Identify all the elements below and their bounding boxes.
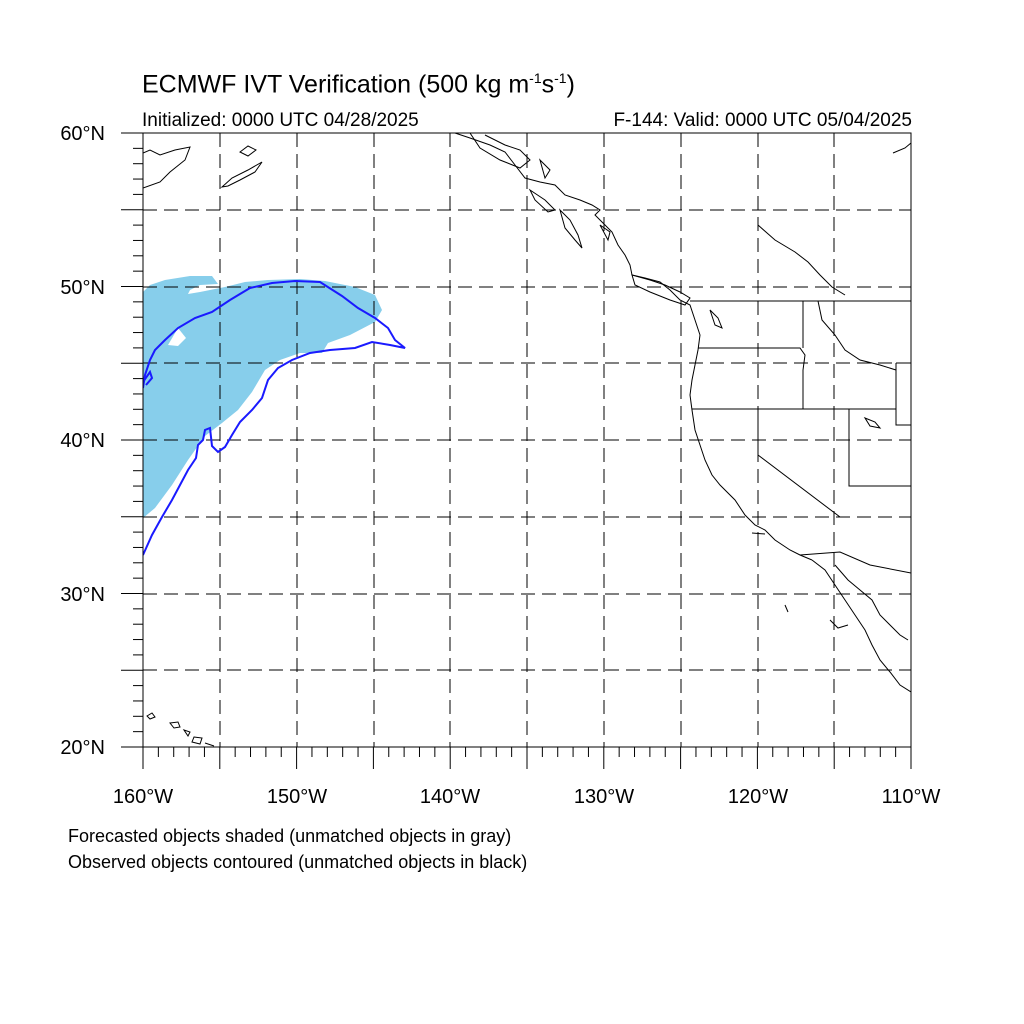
lat-label-20n: 20°N bbox=[60, 737, 105, 759]
initialized-time: Initialized: 0000 UTC 04/28/2025 bbox=[142, 110, 419, 131]
valid-time: F-144: Valid: 0000 UTC 05/04/2025 bbox=[613, 110, 912, 131]
forecast-object bbox=[143, 276, 382, 518]
lat-label-30n: 30°N bbox=[60, 584, 105, 606]
lat-label-50n: 50°N bbox=[60, 277, 105, 299]
axis-ticks bbox=[121, 132, 912, 769]
map-title: ECMWF IVT Verification (500 kg m-1s-1) bbox=[142, 70, 575, 99]
lat-label-40n: 40°N bbox=[60, 430, 105, 452]
observed-object-contour bbox=[143, 279, 406, 556]
lat-label-60n: 60°N bbox=[60, 123, 105, 145]
caption-observed: Observed objects contoured (unmatched ob… bbox=[68, 852, 528, 872]
lon-label-140w: 140°W bbox=[420, 786, 480, 808]
lon-label-130w: 130°W bbox=[574, 786, 634, 808]
lon-label-160w: 160°W bbox=[113, 786, 173, 808]
lon-label-120w: 120°W bbox=[728, 786, 788, 808]
lon-label-110w: 110°W bbox=[882, 786, 941, 808]
coastlines bbox=[143, 133, 911, 747]
caption-forecast: Forecasted objects shaded (unmatched obj… bbox=[68, 826, 512, 846]
graticule bbox=[143, 133, 911, 747]
lon-label-150w: 150°W bbox=[267, 786, 327, 808]
